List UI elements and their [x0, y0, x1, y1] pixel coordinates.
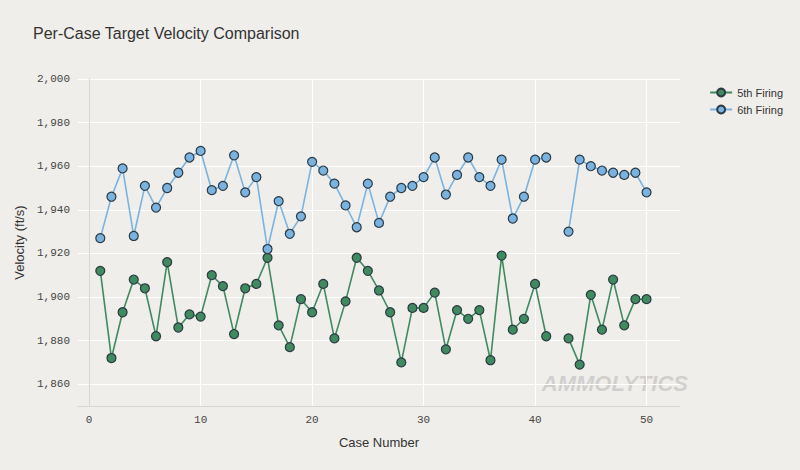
- svg-text:2,000: 2,000: [37, 73, 70, 85]
- svg-text:10: 10: [194, 414, 207, 426]
- svg-text:1,940: 1,940: [37, 204, 70, 216]
- svg-text:30: 30: [417, 414, 430, 426]
- svg-text:1,920: 1,920: [37, 247, 70, 259]
- svg-text:40: 40: [528, 414, 541, 426]
- svg-text:0: 0: [86, 414, 93, 426]
- svg-text:Case Number: Case Number: [339, 435, 420, 450]
- svg-text:6th Firing: 6th Firing: [737, 104, 783, 116]
- svg-text:1,880: 1,880: [37, 335, 70, 347]
- svg-text:AMMOLYTICS: AMMOLYTICS: [541, 371, 689, 396]
- svg-text:1,980: 1,980: [37, 117, 70, 129]
- svg-text:Velocity (ft/s): Velocity (ft/s): [12, 205, 27, 279]
- svg-text:50: 50: [640, 414, 653, 426]
- svg-text:20: 20: [306, 414, 319, 426]
- svg-text:Per-Case Target Velocity Compa: Per-Case Target Velocity Comparison: [33, 25, 300, 42]
- svg-text:1,900: 1,900: [37, 291, 70, 303]
- svg-text:1,960: 1,960: [37, 160, 70, 172]
- svg-text:1,860: 1,860: [37, 378, 70, 390]
- svg-text:5th Firing: 5th Firing: [737, 87, 783, 99]
